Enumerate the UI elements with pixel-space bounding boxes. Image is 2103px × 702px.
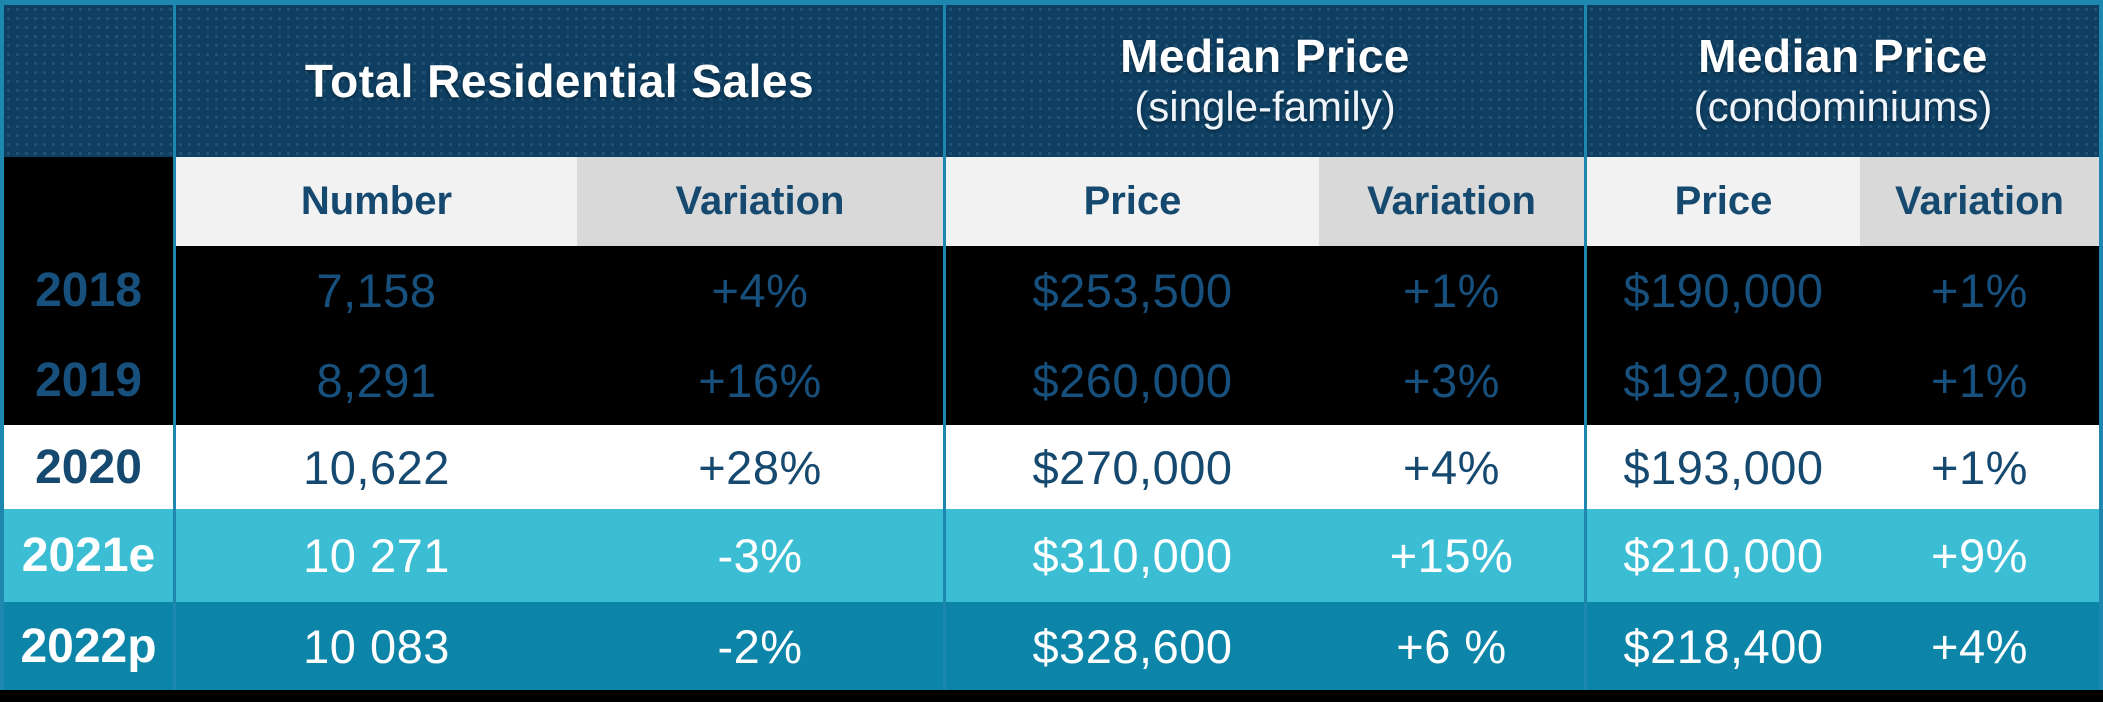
cell-2018-number-variation: +4% [577,246,946,335]
bottom-black-bar [0,690,2103,702]
cell-2020-price-condo: $193,000 [1587,425,1860,509]
cell-2021e-price-condo: $210,000 [1587,509,1860,602]
cell-2019-variation-sf: +3% [1319,335,1587,425]
subheader-variation-sales: Variation [577,157,946,246]
cell-2020-variation-condo: +1% [1860,425,2099,509]
cell-2022p-number: 10 083 [176,602,577,690]
table-grid: Total Residential Sales Median Price (si… [4,5,2099,690]
subheader-variation-condo: Variation [1860,157,2099,246]
header-group-median-price-sf: Median Price (single-family) [946,5,1587,157]
cell-2021e-number-variation: -3% [577,509,946,602]
cell-2018-price-condo: $190,000 [1587,246,1860,335]
cell-2020-number: 10,622 [176,425,577,509]
cell-2021e-number: 10 271 [176,509,577,602]
header-group-total-sales: Total Residential Sales [176,5,946,157]
cell-2019-price-condo: $192,000 [1587,335,1860,425]
year-2019: 2019 [4,335,176,425]
year-2022p: 2022p [4,602,176,690]
subheader-variation-sf: Variation [1319,157,1587,246]
cell-2021e-variation-condo: +9% [1860,509,2099,602]
subheader-corner [4,157,176,246]
subheader-price-sf: Price [946,157,1319,246]
cell-2019-price-sf: $260,000 [946,335,1319,425]
header-group-median-price-condo: Median Price (condominiums) [1587,5,2099,157]
year-2020: 2020 [4,425,176,509]
cell-2018-variation-sf: +1% [1319,246,1587,335]
cell-2018-number: 7,158 [176,246,577,335]
cell-2019-number-variation: +16% [577,335,946,425]
cell-2020-number-variation: +28% [577,425,946,509]
cell-2018-variation-condo: +1% [1860,246,2099,335]
cell-2019-variation-condo: +1% [1860,335,2099,425]
group-subtitle: (condominiums) [1693,83,1993,131]
cell-2022p-price-condo: $218,400 [1587,602,1860,690]
cell-2019-number: 8,291 [176,335,577,425]
cell-2022p-number-variation: -2% [577,602,946,690]
cell-2022p-variation-sf: +6 % [1319,602,1587,690]
cell-2018-price-sf: $253,500 [946,246,1319,335]
header-corner [4,5,176,157]
group-title: Median Price [1698,30,1988,83]
group-title: Median Price [1120,30,1410,83]
cell-2022p-variation-condo: +4% [1860,602,2099,690]
cell-2020-variation-sf: +4% [1319,425,1587,509]
year-2018: 2018 [4,246,176,335]
subheader-number: Number [176,157,577,246]
year-2021e: 2021e [4,509,176,602]
cell-2020-price-sf: $270,000 [946,425,1319,509]
cell-2021e-price-sf: $310,000 [946,509,1319,602]
group-subtitle: (single-family) [1134,83,1396,131]
cell-2022p-price-sf: $328,600 [946,602,1319,690]
subheader-price-condo: Price [1587,157,1860,246]
cell-2021e-variation-sf: +15% [1319,509,1587,602]
group-title: Total Residential Sales [304,54,815,107]
